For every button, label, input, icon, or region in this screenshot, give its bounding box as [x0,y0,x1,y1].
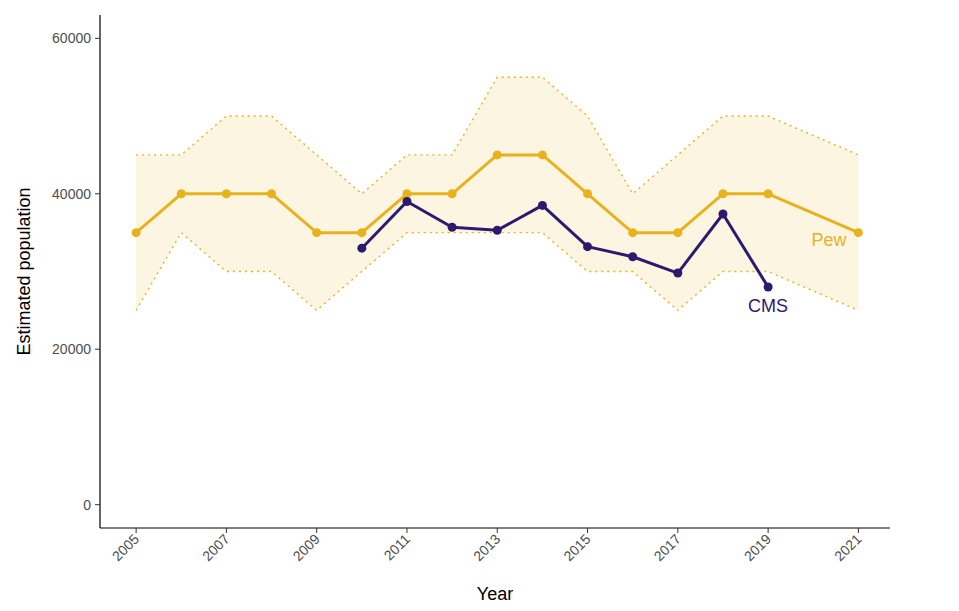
point [628,252,637,261]
series-label: CMS [748,296,788,316]
point [267,189,276,198]
point [357,244,366,253]
point [764,189,773,198]
x-tick-label: 2017 [651,531,684,564]
x-tick [858,528,859,533]
point [402,197,411,206]
x-tick [136,528,137,533]
x-tick-label: 2015 [560,531,593,564]
x-tick [768,528,769,533]
point [718,189,727,198]
point [132,228,141,237]
point [312,228,321,237]
x-tick [587,528,588,533]
point [222,189,231,198]
point [493,226,502,235]
series-line [362,202,768,287]
x-tick [226,528,227,533]
point [628,228,637,237]
x-tick [677,528,678,533]
plot-area [132,77,863,310]
y-tick-label: 0 [83,497,91,513]
y-tick [95,38,100,39]
x-tick-label: 2013 [470,531,503,564]
y-tick-label: 40000 [52,186,91,202]
point [673,228,682,237]
series-label: Pew [811,230,847,250]
y-axis-line [99,15,100,528]
x-tick-label: 2011 [380,531,413,564]
point [448,189,457,198]
x-tick [406,528,407,533]
x-tick-label: 2019 [741,531,774,564]
x-tick [497,528,498,533]
point [538,201,547,210]
point [764,283,773,292]
x-tick-label: 2009 [289,531,322,564]
x-tick-label: 2005 [109,531,142,564]
x-tick [316,528,317,533]
point [718,209,727,218]
point [673,269,682,278]
point [854,228,863,237]
point [402,189,411,198]
upper-bound [136,77,858,194]
x-tick-label: 2007 [199,531,232,564]
y-tick [95,504,100,505]
point [177,189,186,198]
y-tick [95,349,100,350]
y-tick-label: 60000 [52,30,91,46]
point [493,150,502,159]
y-axis-title: Estimated population [14,187,34,355]
x-tick-label: 2021 [831,531,864,564]
point [448,223,457,232]
y-tick [95,193,100,194]
x-axis-line [100,527,890,528]
confidence-band [136,77,858,310]
point [357,228,366,237]
x-axis-title: Year [477,584,513,604]
point [583,189,592,198]
chart: 0 20000 40000 60000 2005 2007 2009 2011 2013 2015… [0,0,959,611]
series-line [136,155,858,233]
point [583,242,592,251]
y-tick-label: 20000 [52,341,91,357]
point [538,150,547,159]
